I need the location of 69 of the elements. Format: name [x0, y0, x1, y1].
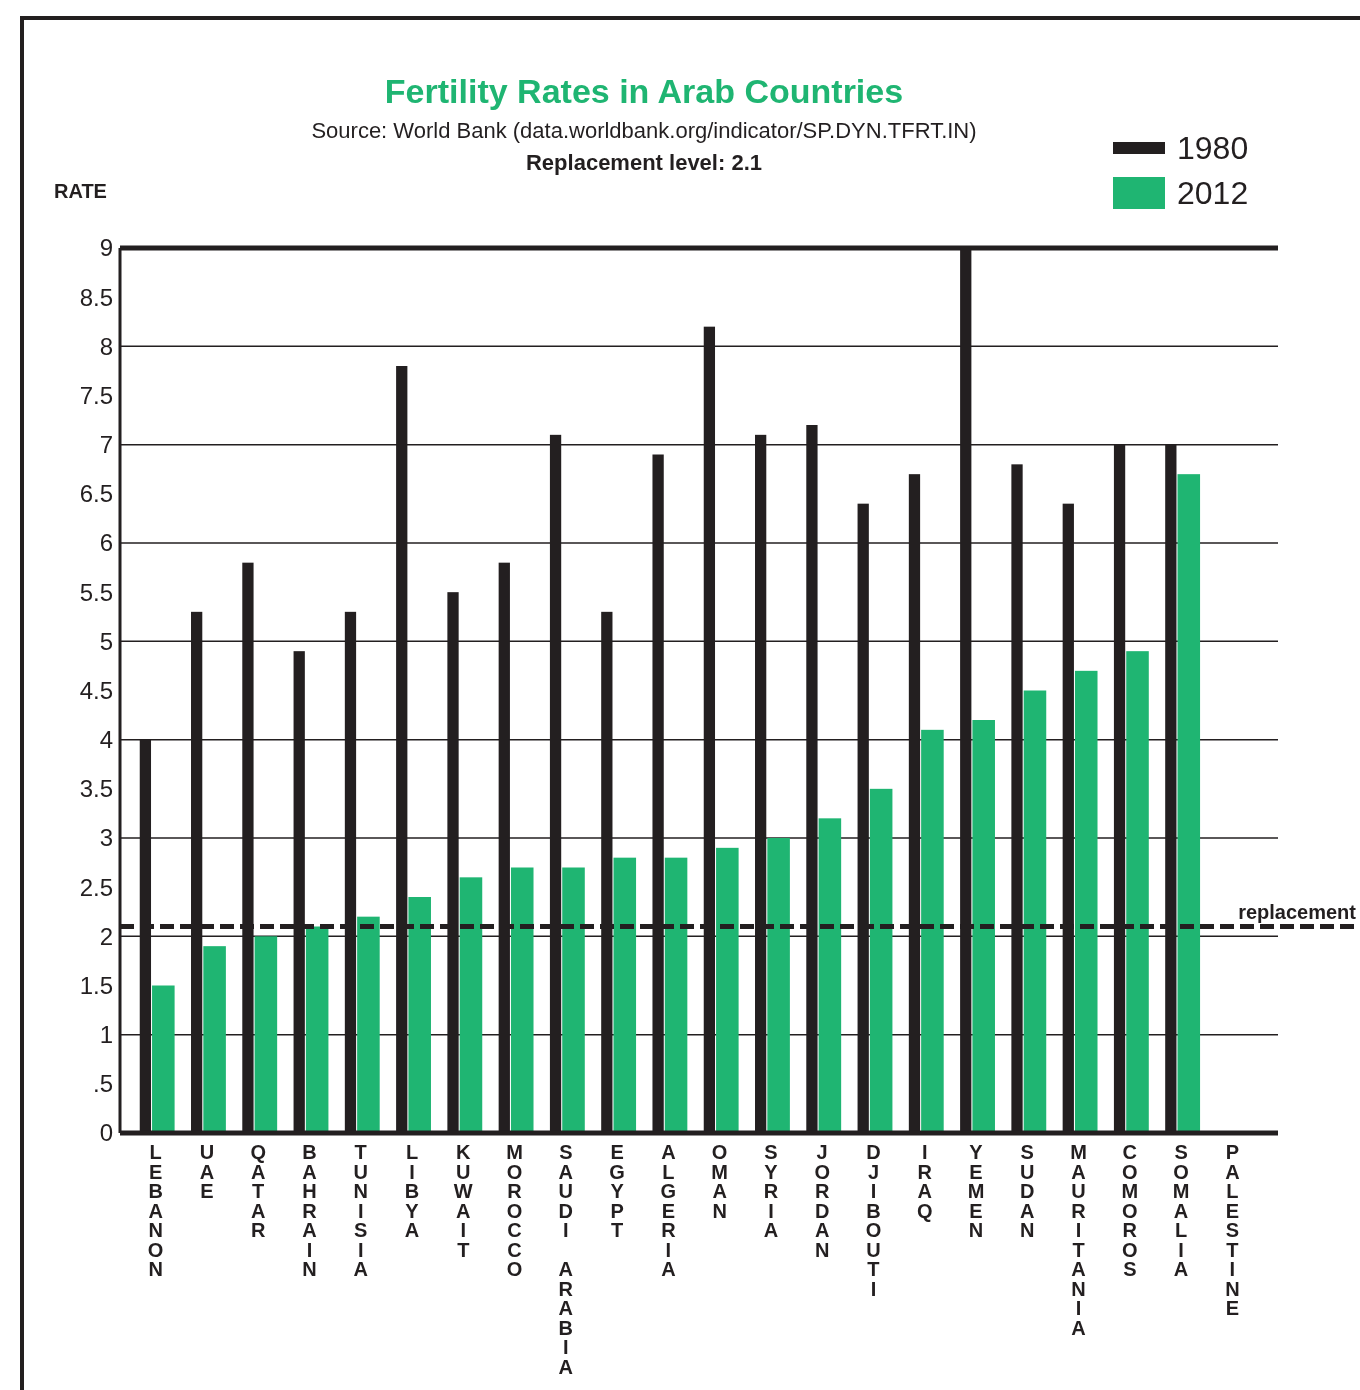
y-axis-title: RATE [54, 180, 107, 202]
y-tick-label: 5 [99, 627, 113, 655]
y-tick-label: 7.5 [79, 381, 113, 409]
bar [818, 818, 842, 1133]
y-tick-label: 3.5 [79, 775, 113, 803]
x-tick-label: SYRIA [763, 1141, 779, 1241]
bar [357, 916, 380, 1133]
x-tick-label: SOMALIA [1172, 1141, 1190, 1280]
y-tick-label: 2 [99, 922, 113, 950]
y-tick-label: 8.5 [79, 283, 113, 311]
bar [254, 936, 278, 1133]
bar [203, 946, 226, 1133]
bar [767, 838, 790, 1133]
x-tick-label: ALGERIA [660, 1141, 677, 1280]
x-tick-label: OMAN [711, 1141, 728, 1222]
y-tick-label: 8 [99, 332, 113, 360]
x-tick-label: LEBANON [147, 1141, 164, 1280]
x-tick-label: BAHRAIN [302, 1141, 318, 1280]
y-tick-label: 4.5 [79, 676, 113, 704]
x-tick-label: DJIBOUTI [865, 1141, 882, 1300]
bar [972, 720, 995, 1133]
bar [1126, 651, 1149, 1133]
x-tick-label: EGYPT [609, 1141, 625, 1241]
x-tick-label: IRAQ [916, 1141, 933, 1222]
chart-subtitle: Source: World Bank (data.worldbank.org/indicator/SP.DYN.TFRT.IN) [311, 118, 977, 143]
bar [152, 985, 175, 1133]
bar [1023, 690, 1047, 1133]
y-tick-label: 2.5 [79, 873, 113, 901]
x-tick-label: KUWAIT [453, 1141, 473, 1261]
y-tick-label: 6 [99, 529, 113, 557]
x-tick-label: COMOROS [1121, 1141, 1139, 1280]
y-tick-label: 1.5 [79, 971, 113, 999]
x-tick-label: YEMEN [967, 1141, 985, 1241]
y-tick-label: 0 [99, 1119, 113, 1147]
bar [716, 847, 739, 1133]
ref-line-label: replacement [1238, 900, 1357, 923]
category-label: SAUDI ARABIA [558, 1141, 574, 1378]
bar [459, 877, 483, 1133]
bar [510, 867, 534, 1133]
x-tick-label: JORDAN [814, 1141, 830, 1261]
x-tick-label: SUDAN [1020, 1141, 1035, 1241]
chart-title: Fertility Rates in Arab Countries [384, 72, 904, 110]
y-tick-label: 3 [99, 824, 113, 852]
y-tick-label: 6.5 [79, 480, 113, 508]
x-tick-label: TUNISIA [353, 1141, 368, 1280]
x-tick-label: QATAR [250, 1141, 266, 1241]
category-label: PALESTINE [1225, 1141, 1240, 1319]
bar [408, 897, 431, 1133]
y-tick-label: 1 [99, 1021, 113, 1049]
text: Replacement level: 2.1 [525, 150, 763, 175]
bar [921, 729, 944, 1133]
y-tick-label: 4 [99, 726, 113, 754]
legend-label: 1980 [1177, 130, 1249, 167]
y-tick-label: 5.5 [79, 578, 113, 606]
bar [1177, 474, 1201, 1133]
bar [305, 926, 329, 1133]
bar [613, 857, 637, 1133]
bar [869, 788, 893, 1133]
y-tick-label: 7 [99, 431, 113, 459]
x-tick-label: UAE [199, 1141, 215, 1202]
bar [562, 867, 585, 1133]
y-tick-label: .5 [92, 1070, 113, 1098]
legend-label: 2012 [1177, 175, 1249, 212]
x-tick-label: LIBYA [404, 1141, 420, 1241]
bar [1074, 670, 1098, 1133]
category-label: MAURITANIA [1070, 1141, 1087, 1339]
bar [664, 857, 688, 1133]
y-tick-label: 9 [99, 234, 113, 262]
x-tick-label: MOROCCO [506, 1141, 523, 1280]
